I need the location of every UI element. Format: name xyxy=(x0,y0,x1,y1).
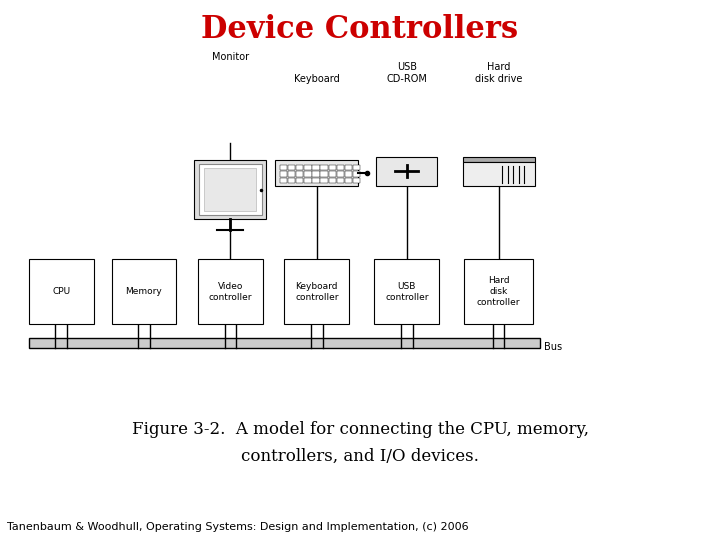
FancyBboxPatch shape xyxy=(328,165,336,170)
Text: Figure 3-2.  A model for connecting the CPU, memory,: Figure 3-2. A model for connecting the C… xyxy=(132,421,588,438)
FancyBboxPatch shape xyxy=(353,171,361,177)
FancyBboxPatch shape xyxy=(296,165,303,170)
FancyBboxPatch shape xyxy=(345,178,352,183)
FancyBboxPatch shape xyxy=(374,259,439,324)
Text: Hard
disk drive: Hard disk drive xyxy=(475,62,522,84)
FancyBboxPatch shape xyxy=(353,178,361,183)
FancyBboxPatch shape xyxy=(304,165,312,170)
FancyBboxPatch shape xyxy=(312,171,320,177)
Text: Video
controller: Video controller xyxy=(209,281,252,302)
Text: USB
CD-ROM: USB CD-ROM xyxy=(387,62,427,84)
FancyBboxPatch shape xyxy=(377,157,438,186)
FancyBboxPatch shape xyxy=(296,171,303,177)
FancyBboxPatch shape xyxy=(337,171,344,177)
FancyBboxPatch shape xyxy=(345,165,352,170)
FancyBboxPatch shape xyxy=(112,259,176,324)
Text: USB
controller: USB controller xyxy=(385,281,428,302)
FancyBboxPatch shape xyxy=(194,160,266,219)
FancyBboxPatch shape xyxy=(462,162,534,186)
FancyBboxPatch shape xyxy=(29,259,94,324)
FancyBboxPatch shape xyxy=(280,165,287,170)
FancyBboxPatch shape xyxy=(204,168,256,211)
FancyBboxPatch shape xyxy=(288,178,295,183)
FancyBboxPatch shape xyxy=(320,165,328,170)
FancyBboxPatch shape xyxy=(312,165,320,170)
FancyBboxPatch shape xyxy=(304,171,312,177)
Text: controllers, and I/O devices.: controllers, and I/O devices. xyxy=(241,448,479,465)
Text: Keyboard
controller: Keyboard controller xyxy=(295,281,338,302)
FancyBboxPatch shape xyxy=(296,178,303,183)
FancyBboxPatch shape xyxy=(199,164,262,215)
Text: Keyboard: Keyboard xyxy=(294,73,340,84)
Text: Device Controllers: Device Controllers xyxy=(202,14,518,45)
FancyBboxPatch shape xyxy=(304,178,312,183)
FancyBboxPatch shape xyxy=(462,157,534,162)
Text: Hard
disk
controller: Hard disk controller xyxy=(477,276,521,307)
FancyBboxPatch shape xyxy=(337,165,344,170)
FancyBboxPatch shape xyxy=(280,178,287,183)
FancyBboxPatch shape xyxy=(198,259,263,324)
FancyBboxPatch shape xyxy=(337,178,344,183)
FancyBboxPatch shape xyxy=(320,178,328,183)
FancyBboxPatch shape xyxy=(328,171,336,177)
FancyBboxPatch shape xyxy=(464,259,533,324)
Text: Bus: Bus xyxy=(544,342,562,352)
FancyBboxPatch shape xyxy=(280,171,287,177)
FancyBboxPatch shape xyxy=(345,171,352,177)
FancyBboxPatch shape xyxy=(320,171,328,177)
FancyBboxPatch shape xyxy=(328,178,336,183)
Text: Tanenbaum & Woodhull, Operating Systems: Design and Implementation, (c) 2006: Tanenbaum & Woodhull, Operating Systems:… xyxy=(7,522,469,532)
FancyBboxPatch shape xyxy=(29,338,540,348)
FancyBboxPatch shape xyxy=(288,171,295,177)
Text: CPU: CPU xyxy=(52,287,71,296)
FancyBboxPatch shape xyxy=(275,160,359,186)
FancyBboxPatch shape xyxy=(353,165,361,170)
Text: Monitor: Monitor xyxy=(212,52,249,62)
FancyBboxPatch shape xyxy=(284,259,349,324)
FancyBboxPatch shape xyxy=(312,178,320,183)
FancyBboxPatch shape xyxy=(288,165,295,170)
Text: Memory: Memory xyxy=(125,287,163,296)
